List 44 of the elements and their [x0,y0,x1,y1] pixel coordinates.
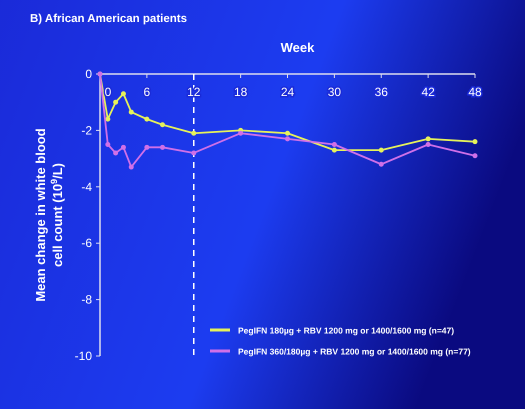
point [160,122,165,128]
y-tick-label: -6 [81,236,92,250]
point [426,142,431,147]
x-tick-label: 24 [280,85,294,99]
point [191,130,196,136]
y-tick-label: -2 [81,123,92,138]
point [426,136,431,142]
x-tick-label: 12 [187,85,201,99]
point [120,144,126,150]
point [128,110,134,115]
y-tick-label: -8 [81,292,92,307]
point [285,136,290,142]
legend-label: PegIFN 360/180µg + RBV 1200 mg or 1400/1600 mg (n=77) [238,346,471,356]
point [332,142,337,147]
point [105,116,110,122]
chart-title: B) African American patients [30,13,187,25]
y-tick-label: 0 [85,67,92,81]
point [113,150,118,156]
x-tick-label: 42 [421,85,436,99]
x-tick-label: 30 [328,85,342,99]
y-tick-label: -10 [74,349,92,363]
point [472,139,478,144]
x-tick-label: 48 [468,85,482,99]
point [238,130,244,136]
point [332,148,337,153]
point [191,150,196,156]
x-tick-label: 6 [144,85,151,99]
legend-label: PegIFN 180µg + RBV 1200 mg or 1400/1600 mg (n=47) [238,326,454,336]
point [285,130,290,136]
point [378,148,384,153]
x-tick-label: 18 [234,85,248,99]
x-tick-label: 0 [104,85,112,99]
point [144,144,150,150]
point [378,162,384,167]
point [105,142,110,147]
y-tick-label: -4 [81,180,92,194]
x-axis-title: Week [280,40,316,55]
point [128,164,134,170]
point [113,100,118,105]
point [120,91,126,96]
point [160,144,165,150]
x-tick-label: 36 [374,85,388,99]
point [472,153,478,158]
point [144,116,150,122]
